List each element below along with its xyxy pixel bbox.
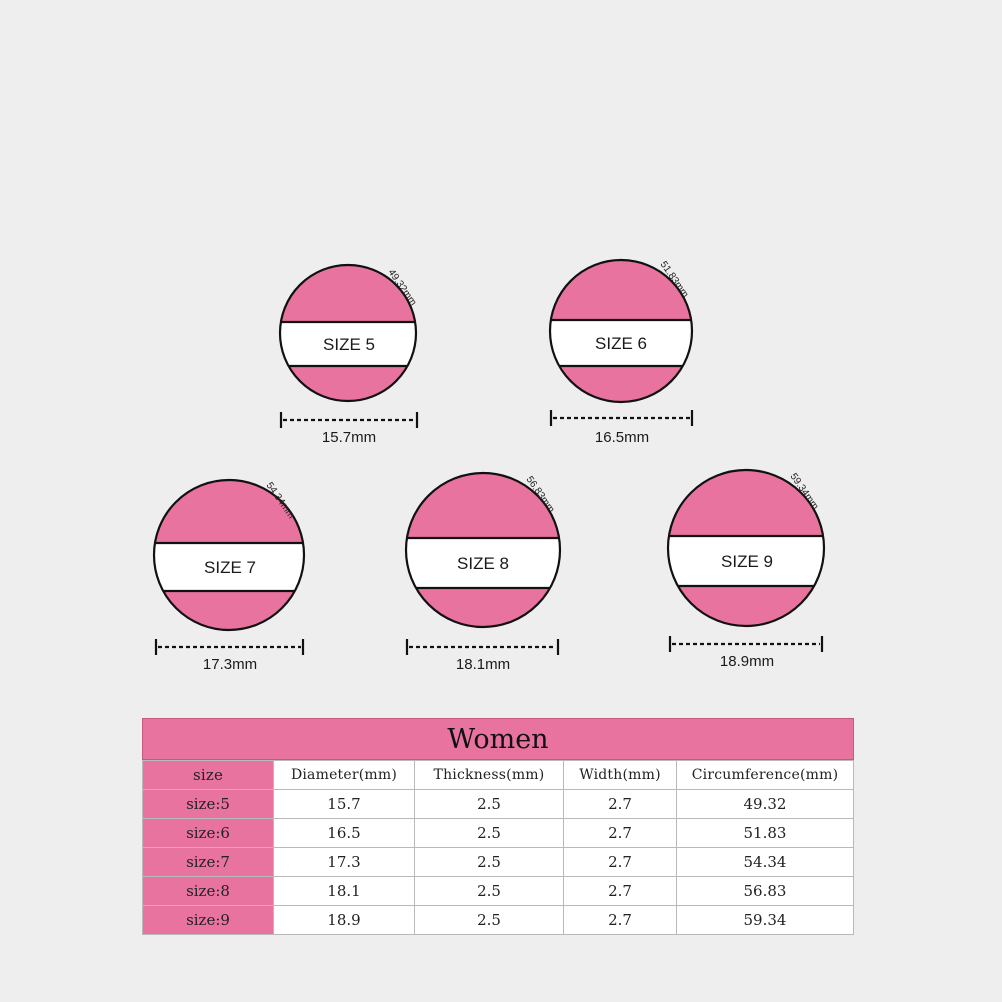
- header-diameter: Diameter(mm): [273, 760, 415, 790]
- cell-circumference: 56.83: [676, 876, 854, 906]
- row-size: size:7: [142, 847, 274, 877]
- header-width: Width(mm): [563, 760, 677, 790]
- cell-thickness: 2.5: [414, 818, 564, 848]
- cell-diameter: 18.1: [273, 876, 415, 906]
- cell-width: 2.7: [563, 905, 677, 935]
- ring-size-9: SIZE 9 59.34mm 18.9mm: [666, 468, 826, 670]
- ring-size-7: SIZE 7 54.34mm 17.3mm: [152, 478, 306, 673]
- cell-circumference: 59.34: [676, 905, 854, 935]
- table-row: size:9 18.9 2.5 2.7 59.34: [142, 905, 854, 935]
- ring-size-label: SIZE 7: [204, 558, 256, 577]
- cell-thickness: 2.5: [414, 905, 564, 935]
- row-size: size:8: [142, 876, 274, 906]
- table-row: size:5 15.7 2.5 2.7 49.32: [142, 789, 854, 819]
- ring-diameter-label: 16.5mm: [595, 429, 649, 446]
- cell-thickness: 2.5: [414, 789, 564, 819]
- ring-diameter-label: 15.7mm: [322, 429, 376, 446]
- ring-size-label: SIZE 5: [323, 335, 375, 354]
- cell-diameter: 17.3: [273, 847, 415, 877]
- cell-diameter: 16.5: [273, 818, 415, 848]
- size-table: size Diameter(mm) Thickness(mm) Width(mm…: [142, 760, 854, 935]
- table-header-row: size Diameter(mm) Thickness(mm) Width(mm…: [142, 760, 854, 790]
- table-title: Women: [142, 718, 854, 760]
- ring-size-label: SIZE 6: [595, 334, 647, 353]
- row-size: size:9: [142, 905, 274, 935]
- ring-diameter-label: 18.9mm: [720, 653, 774, 670]
- ring-size-6: SIZE 6 51.83mm 16.5mm: [548, 258, 694, 446]
- table-row: size:7 17.3 2.5 2.7 54.34: [142, 847, 854, 877]
- cell-circumference: 54.34: [676, 847, 854, 877]
- ring-diameter-label: 18.1mm: [456, 656, 510, 673]
- table-row: size:6 16.5 2.5 2.7 51.83: [142, 818, 854, 848]
- size-chart-table: Women size Diameter(mm) Thickness(mm) Wi…: [142, 718, 854, 935]
- row-size: size:5: [142, 789, 274, 819]
- cell-thickness: 2.5: [414, 876, 564, 906]
- cell-circumference: 49.32: [676, 789, 854, 819]
- cell-thickness: 2.5: [414, 847, 564, 877]
- cell-width: 2.7: [563, 876, 677, 906]
- cell-width: 2.7: [563, 818, 677, 848]
- ring-size-5: SIZE 5 49.32mm 15.7mm: [278, 263, 418, 446]
- header-thickness: Thickness(mm): [414, 760, 564, 790]
- cell-width: 2.7: [563, 789, 677, 819]
- ring-diameter-label: 17.3mm: [203, 656, 257, 673]
- header-size: size: [142, 760, 274, 790]
- cell-diameter: 15.7: [273, 789, 415, 819]
- cell-circumference: 51.83: [676, 818, 854, 848]
- ring-size-label: SIZE 9: [721, 552, 773, 571]
- cell-diameter: 18.9: [273, 905, 415, 935]
- ring-size-8: SIZE 8 56.83mm 18.1mm: [404, 471, 562, 673]
- row-size: size:6: [142, 818, 274, 848]
- ring-size-label: SIZE 8: [457, 554, 509, 573]
- cell-width: 2.7: [563, 847, 677, 877]
- table-row: size:8 18.1 2.5 2.7 56.83: [142, 876, 854, 906]
- header-circumference: Circumference(mm): [676, 760, 854, 790]
